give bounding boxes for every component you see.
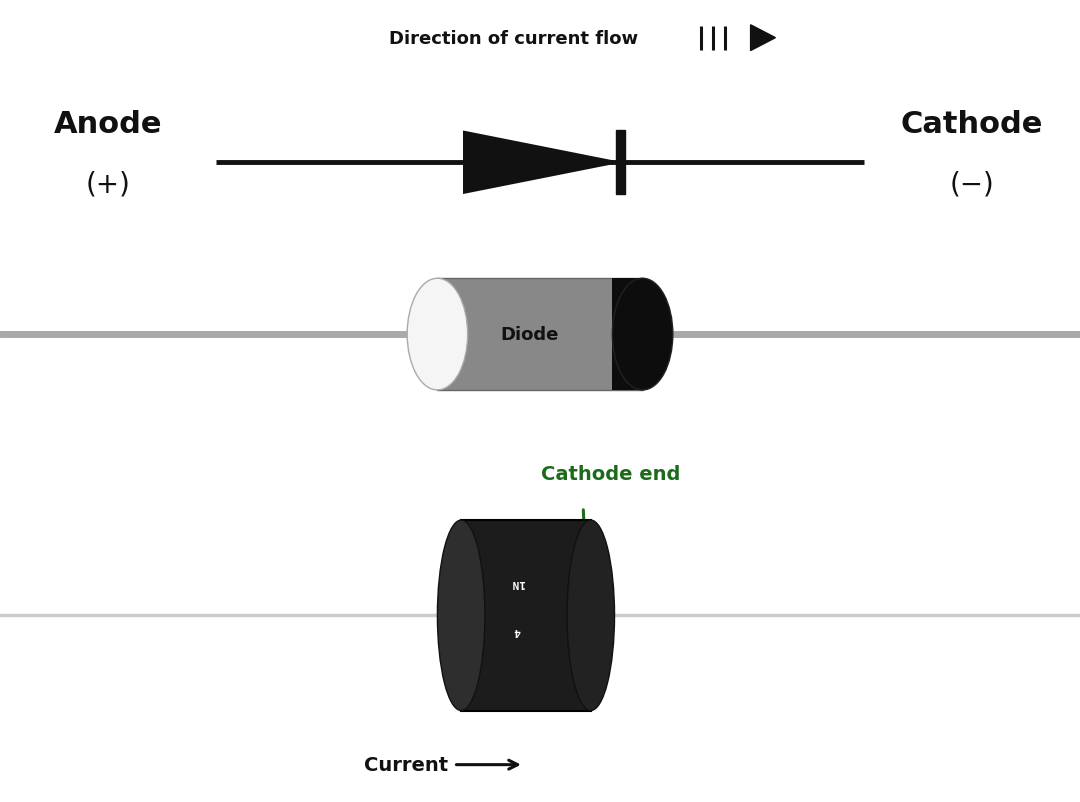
Ellipse shape [567, 520, 615, 711]
Text: Direction of current flow: Direction of current flow [389, 30, 638, 47]
Text: Cathode end: Cathode end [540, 464, 680, 484]
Text: Diode: Diode [500, 326, 558, 344]
Bar [616, 131, 625, 195]
Text: (+): (+) [85, 171, 131, 198]
Text: Cathode: Cathode [901, 110, 1043, 139]
Ellipse shape [437, 520, 485, 711]
Bar [612, 279, 643, 391]
Polygon shape [751, 26, 775, 51]
Ellipse shape [407, 279, 468, 391]
Text: Current: Current [364, 755, 448, 774]
Text: Anode: Anode [54, 110, 162, 139]
Ellipse shape [612, 279, 673, 391]
Text: (−): (−) [949, 171, 995, 198]
Text: 4: 4 [514, 626, 521, 635]
Polygon shape [464, 133, 616, 193]
Text: 1N: 1N [511, 577, 524, 587]
Bar [437, 279, 643, 391]
Bar [461, 520, 591, 711]
